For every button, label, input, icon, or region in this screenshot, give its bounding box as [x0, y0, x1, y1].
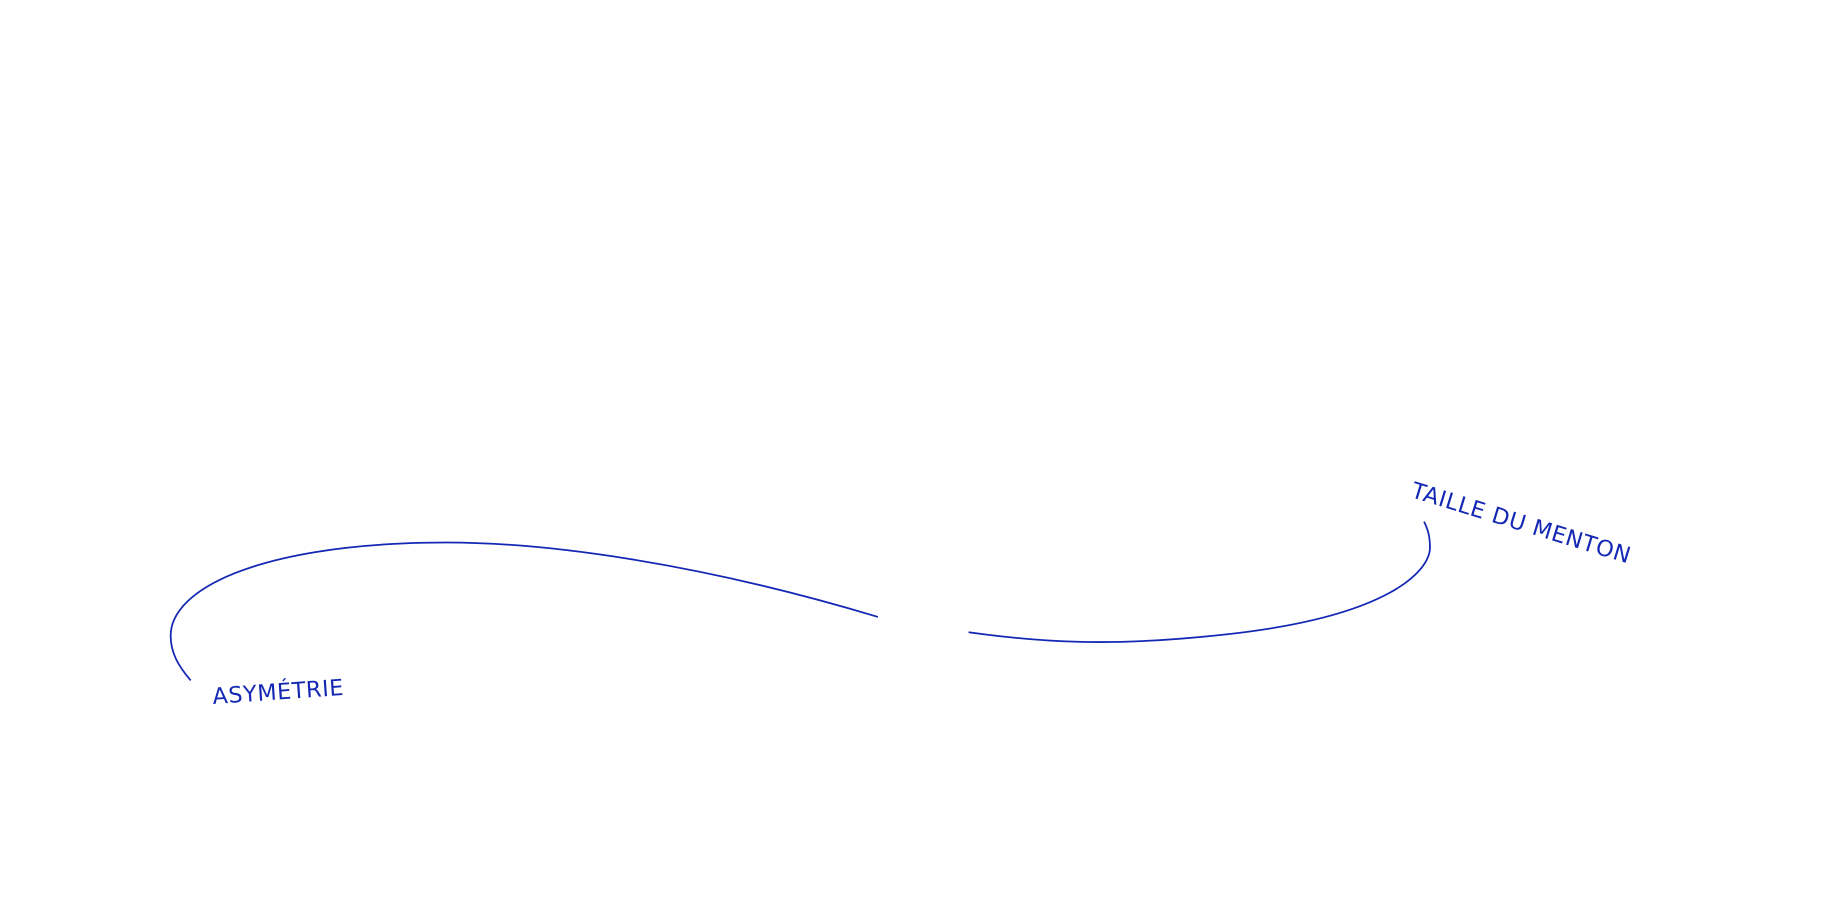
connector-curve-left [169, 541, 879, 682]
connector-curve-right [968, 521, 1431, 643]
annotation-label: ASYMÉTRIE [211, 673, 344, 710]
annotation-label: TAILLE DU MENTON [1407, 477, 1634, 569]
